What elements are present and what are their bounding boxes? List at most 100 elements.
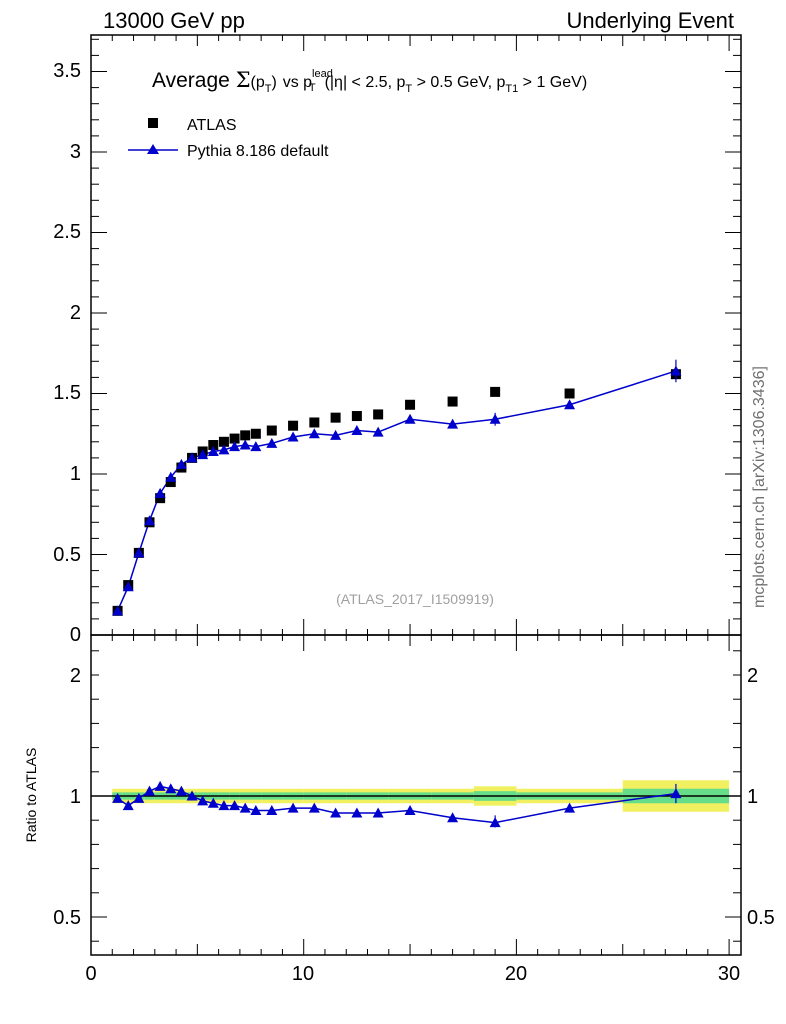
ratio-point — [239, 802, 251, 813]
ratio-point — [143, 785, 155, 796]
pythia-point — [175, 458, 187, 469]
ratio-point — [229, 800, 241, 811]
pythia-point — [122, 581, 134, 592]
pythia-point — [287, 431, 299, 442]
pythia-point — [250, 441, 262, 452]
y-tick-label: 2.5 — [53, 221, 81, 243]
ratio-point — [133, 792, 145, 803]
atlas-point — [564, 388, 575, 399]
legend-marker-pythia — [147, 144, 159, 154]
pythia-point — [112, 605, 124, 616]
atlas-point — [266, 425, 277, 436]
atlas-point — [490, 386, 501, 397]
atlas-point — [218, 436, 229, 447]
atlas-point — [351, 411, 362, 422]
pythia-point — [308, 428, 320, 439]
ratio-ylabel: Ratio to ATLAS — [23, 748, 39, 843]
pythia-point — [165, 471, 177, 482]
data-marks — [112, 359, 682, 828]
atlas-point — [250, 428, 261, 439]
pythia-point — [239, 439, 251, 450]
ratio-point — [351, 807, 363, 818]
pythia-line — [116, 370, 677, 612]
pythia-point — [266, 437, 278, 448]
atlas-point — [155, 493, 166, 504]
header-right: Underlying Event — [566, 8, 734, 33]
ratio-point — [250, 805, 262, 816]
ratio-point — [175, 785, 187, 796]
atlas-point — [229, 433, 240, 444]
ratio-point — [122, 800, 134, 811]
x-tick-label: 30 — [718, 963, 740, 985]
x-tick-label: 20 — [505, 963, 527, 985]
pythia-point — [351, 425, 363, 436]
ratio-y-tick-labels: 0.5 1 2 0.5 1 2 — [53, 665, 775, 929]
axis-ticks — [90, 35, 741, 955]
ratio-point — [154, 780, 166, 791]
ratio-y-tick-label: 0.5 — [53, 907, 81, 929]
y-tick-label: 1 — [70, 463, 81, 485]
pythia-point — [447, 418, 459, 429]
y-tick-label: 0.5 — [53, 544, 81, 566]
ratio-point — [266, 805, 278, 816]
ratio-plot-frame — [90, 634, 742, 956]
atlas-point — [330, 412, 341, 423]
y-tick-label: 3 — [70, 141, 81, 163]
legend-label-pythia: Pythia 8.186 default — [187, 143, 329, 160]
ratio-y-tick-label: 2 — [70, 665, 81, 687]
x-tick-labels: 0 10 20 30 — [85, 963, 740, 985]
pythia-point — [133, 547, 145, 558]
pythia-point — [330, 429, 342, 440]
ratio-point — [207, 797, 219, 808]
x-tick-label: 0 — [85, 963, 96, 985]
pythia-point — [564, 399, 576, 410]
ratio-y-tick-label-right: 2 — [747, 665, 758, 687]
ratio-y-tick-label-right: 0.5 — [747, 907, 775, 929]
y-tick-label: 1.5 — [53, 382, 81, 404]
header-left: 13000 GeV pp — [103, 8, 245, 33]
plot-title: Average Σ(pT) vs plead T (|η| < 2.5, pT > … — [152, 68, 587, 95]
atlas-point — [240, 430, 251, 441]
pythia-point — [229, 441, 241, 452]
main-y-tick-labels: 0 0.5 1 1.5 2 2.5 3 3.5 — [53, 60, 81, 646]
ratio-point — [112, 792, 124, 803]
pythia-point — [154, 487, 166, 498]
atlas-point — [208, 440, 219, 451]
ratio-point — [308, 802, 320, 813]
ratio-uncertainty-bands — [91, 780, 741, 812]
pythia-point — [197, 449, 209, 460]
legend: ATLAS Pythia 8.186 default — [128, 117, 329, 160]
atlas-point — [309, 417, 320, 428]
ratio-y-tick-label-right: 1 — [747, 786, 758, 808]
atlas-point — [373, 409, 384, 420]
ratio-point — [330, 807, 342, 818]
ratio-point — [218, 800, 230, 811]
legend-label-atlas: ATLAS — [187, 117, 237, 134]
side-label: mcplots.cern.ch [arXiv:1306.3436] — [751, 366, 768, 608]
ratio-point — [197, 795, 209, 806]
pythia-point — [186, 452, 198, 463]
analysis-id: (ATLAS_2017_I1509919) — [336, 591, 494, 607]
ratio-point — [165, 783, 177, 794]
ratio-point — [564, 802, 576, 813]
ratio-point — [404, 805, 416, 816]
ratio-point — [287, 802, 299, 813]
y-tick-label: 3.5 — [53, 60, 81, 82]
atlas-point — [405, 399, 416, 410]
ratio-point — [186, 790, 198, 801]
atlas-point — [447, 396, 458, 407]
atlas-point — [288, 420, 299, 431]
ratio-y-tick-label: 1 — [70, 786, 81, 808]
ratio-point — [447, 812, 459, 823]
y-tick-label: 2 — [70, 302, 81, 324]
y-tick-label: 0 — [70, 624, 81, 646]
pythia-point — [404, 413, 416, 424]
pythia-point — [143, 515, 155, 526]
ratio-point — [372, 807, 384, 818]
pythia-point — [218, 444, 230, 455]
atlas-point — [165, 477, 176, 488]
pythia-point — [207, 445, 219, 456]
x-tick-label: 10 — [292, 963, 314, 985]
legend-marker-atlas — [148, 118, 158, 128]
